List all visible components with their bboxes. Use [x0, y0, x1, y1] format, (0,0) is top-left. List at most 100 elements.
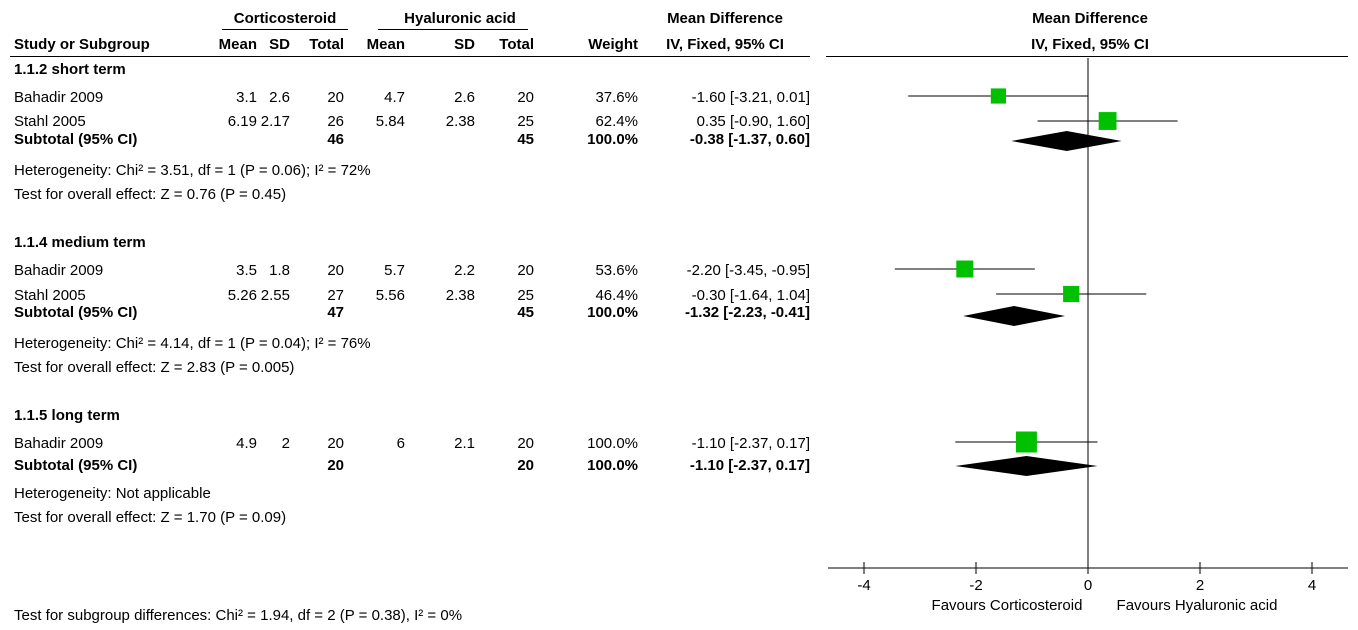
x-tick-label: -2 [969, 577, 982, 594]
col-header-total1: Total [309, 36, 344, 53]
subtotal-diamond [1011, 131, 1122, 151]
group-header-corticosteroid: Corticosteroid [233, 10, 337, 27]
study-mean2: 6 [396, 435, 405, 452]
study-total1: 20 [327, 262, 344, 279]
col-header-sd2: SD [454, 36, 475, 53]
subtotal-total1: 47 [327, 304, 344, 321]
col-header-weight: Weight [588, 36, 638, 53]
study-weight: 53.6% [595, 262, 638, 279]
md-header-title: Mean Difference [667, 10, 783, 27]
subtotal-diamond [963, 306, 1066, 326]
effect-square [990, 88, 1006, 104]
md-header-method: IV, Fixed, 95% CI [666, 36, 784, 53]
heterogeneity-text: Heterogeneity: Not applicable [14, 485, 211, 502]
subtotal-total2: 45 [517, 131, 534, 148]
group-underline-left [222, 29, 348, 30]
subtotal-weight: 100.0% [587, 304, 638, 321]
effect-square [1015, 431, 1037, 453]
study-weight: 46.4% [595, 287, 638, 304]
heterogeneity-text: Heterogeneity: Chi² = 4.14, df = 1 (P = … [14, 335, 371, 352]
study-ci: -2.20 [-3.45, -0.95] [686, 262, 810, 279]
subtotal-weight: 100.0% [587, 131, 638, 148]
favours-left-label: Favours Corticosteroid [932, 597, 1083, 614]
study-mean2: 5.56 [375, 287, 405, 304]
subtotal-ci: -0.38 [-1.37, 0.60] [689, 131, 810, 148]
study-mean1: 3.1 [236, 89, 257, 106]
study-mean1: 3.5 [236, 262, 257, 279]
x-tick-label: 0 [1084, 577, 1092, 594]
study-name: Bahadir 2009 [14, 435, 104, 452]
study-weight: 37.6% [595, 89, 638, 106]
study-sd1: 2.17 [260, 113, 290, 130]
x-tick-label: 4 [1308, 577, 1316, 594]
col-header-mean1: Mean [218, 36, 257, 53]
study-mean1: 4.9 [236, 435, 257, 452]
study-mean1: 6.19 [227, 113, 257, 130]
group-header-hyaluronic-acid: Hyaluronic acid [404, 10, 516, 27]
study-name: Bahadir 2009 [14, 89, 104, 106]
subtotal-diamond [955, 456, 1098, 476]
subtotal-weight: 100.0% [587, 457, 638, 474]
study-sd2: 2.2 [454, 262, 475, 279]
study-name: Stahl 2005 [14, 113, 86, 130]
subgroup-differences-text: Test for subgroup differences: Chi² = 1.… [14, 607, 463, 624]
study-weight: 100.0% [587, 435, 638, 452]
study-mean2: 4.7 [384, 89, 405, 106]
group-title: 1.1.2 short term [14, 61, 126, 78]
study-total1: 20 [327, 435, 344, 452]
study-mean2: 5.7 [384, 262, 405, 279]
subtotal-total2: 45 [517, 304, 534, 321]
overall-effect-text: Test for overall effect: Z = 0.76 (P = 0… [14, 186, 287, 203]
study-total2: 25 [517, 113, 534, 130]
group-title: 1.1.4 medium term [14, 234, 146, 251]
subtotal-label: Subtotal (95% CI) [14, 457, 138, 474]
study-name: Bahadir 2009 [14, 262, 104, 279]
subtotal-total1: 20 [327, 457, 344, 474]
study-weight: 62.4% [595, 113, 638, 130]
study-ci: -1.60 [-3.21, 0.01] [691, 89, 810, 106]
study-sd2: 2.1 [454, 435, 475, 452]
study-sd2: 2.38 [445, 287, 475, 304]
study-sd1: 2.55 [260, 287, 290, 304]
study-total2: 20 [517, 435, 534, 452]
study-sd1: 1.8 [269, 262, 290, 279]
study-total2: 20 [517, 89, 534, 106]
study-total1: 20 [327, 89, 344, 106]
study-total2: 25 [517, 287, 534, 304]
col-header-sd1: SD [269, 36, 290, 53]
x-tick-label: 2 [1196, 577, 1204, 594]
heterogeneity-text: Heterogeneity: Chi² = 3.51, df = 1 (P = … [14, 162, 371, 179]
col-header-total2: Total [499, 36, 534, 53]
col-header-mean2: Mean [366, 36, 405, 53]
study-total2: 20 [517, 262, 534, 279]
header-divider-table [10, 56, 810, 57]
study-sd1: 2 [281, 435, 290, 452]
forest-marks [894, 88, 1178, 476]
study-mean1: 5.26 [227, 287, 257, 304]
subtotal-label: Subtotal (95% CI) [14, 304, 138, 321]
study-ci: -0.30 [-1.64, 1.04] [691, 287, 810, 304]
favours-right-label: Favours Hyaluronic acid [1117, 597, 1278, 614]
col-header-study: Study or Subgroup [14, 36, 150, 53]
study-ci: -1.10 [-2.37, 0.17] [691, 435, 810, 452]
subtotal-total2: 20 [517, 457, 534, 474]
group-title: 1.1.5 long term [14, 407, 120, 424]
study-mean2: 5.84 [375, 113, 405, 130]
effect-square [1098, 112, 1117, 130]
x-tick-label: -4 [857, 577, 870, 594]
subtotal-total1: 46 [327, 131, 344, 148]
study-ci: 0.35 [-0.90, 1.60] [696, 113, 810, 130]
subtotal-ci: -1.32 [-2.23, -0.41] [684, 304, 810, 321]
overall-effect-text: Test for overall effect: Z = 2.83 (P = 0… [14, 359, 295, 376]
group-underline-right [378, 29, 528, 30]
study-sd1: 2.6 [269, 89, 290, 106]
plot-header-title: Mean Difference [1032, 10, 1148, 27]
study-name: Stahl 2005 [14, 287, 86, 304]
subtotal-ci: -1.10 [-2.37, 0.17] [689, 457, 810, 474]
subtotal-label: Subtotal (95% CI) [14, 131, 138, 148]
overall-effect-text: Test for overall effect: Z = 1.70 (P = 0… [14, 509, 287, 526]
x-axis-ticks: -4 -2 0 2 4 [857, 562, 1316, 594]
study-total1: 27 [327, 287, 344, 304]
study-sd2: 2.6 [454, 89, 475, 106]
